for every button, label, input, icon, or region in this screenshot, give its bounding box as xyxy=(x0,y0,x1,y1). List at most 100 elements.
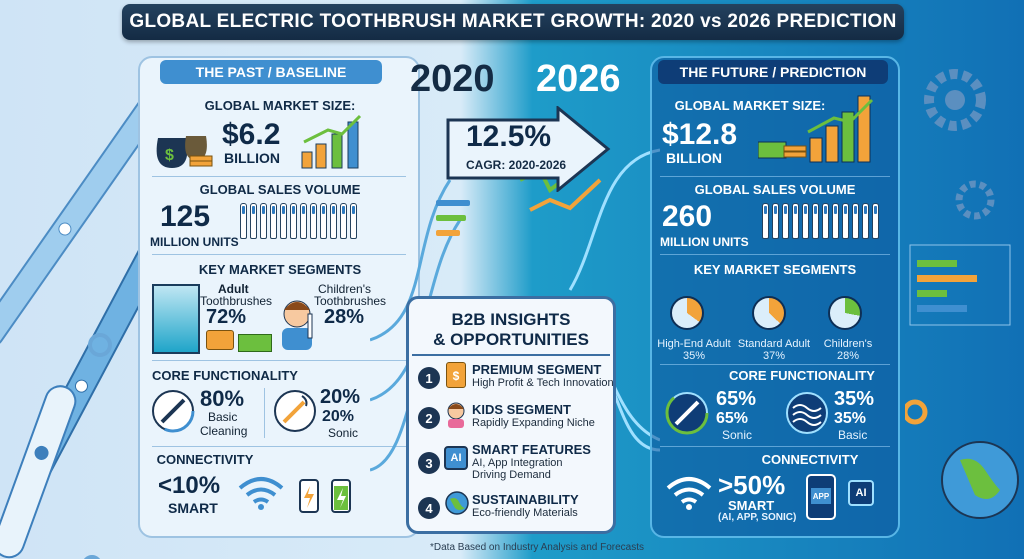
sales-volume-unit-2026: MILLION UNITS xyxy=(660,235,749,249)
core-functionality-label-2026: CORE FUNCTIONALITY xyxy=(729,368,875,383)
core-sonic-label-2026: Sonic xyxy=(722,428,753,442)
toothbrush-circle-icon xyxy=(151,389,195,433)
ai-chip-icon: AI xyxy=(848,480,874,506)
insight-sub-3b: Driving Demand xyxy=(472,469,551,481)
connectivity-unit-2020: SMART xyxy=(168,500,218,516)
market-size-label-2020: GLOBAL MARKET SIZE: xyxy=(204,98,356,113)
wifi-icon xyxy=(666,477,712,510)
background-toothbrush-illustration xyxy=(0,94,140,559)
pie-children-icon xyxy=(828,296,862,330)
market-size-label-2026: GLOBAL MARKET SIZE: xyxy=(674,98,826,113)
core-sonic-value-2020-b: 20% xyxy=(322,408,355,425)
segment-children-name: Children's xyxy=(823,338,873,350)
insight-number-2: 2 xyxy=(418,407,440,429)
segment-child-value: 28% xyxy=(324,306,365,328)
segment-high-end-name: High-End Adult xyxy=(657,338,731,350)
market-size-unit-2020: BILLION xyxy=(224,150,280,166)
insight-heading-2: KIDS SEGMENT xyxy=(472,402,571,417)
sonic-toothbrush-icon xyxy=(665,391,709,435)
page-title: GLOBAL ELECTRIC TOOTHBRUSH MARKET GROWTH… xyxy=(122,4,904,40)
insight-sub-1: High Profit & Tech Innovation xyxy=(472,377,614,389)
pie-high-end-adult-icon xyxy=(670,296,704,330)
sales-volume-unit-2020: MILLION UNITS xyxy=(150,235,239,249)
segment-child-label-1: Children's xyxy=(318,282,371,296)
core-basic-label-2: Cleaning xyxy=(200,424,248,438)
core-functionality-label-2020: CORE FUNCTIONALITY xyxy=(152,368,298,383)
sales-volume-label-2026: GLOBAL SALES VOLUME xyxy=(694,182,856,197)
child-icon xyxy=(282,300,313,350)
core-sonic-value-2026-b: 65% xyxy=(716,410,749,427)
core-sonic-value-2026-a: 65% xyxy=(716,388,757,410)
segment-child-label-2: Toothbrushes xyxy=(314,294,387,308)
gear-icon xyxy=(88,333,112,357)
insight-number-1: 1 xyxy=(418,367,440,389)
connectivity-sub-2026: (AI, APP, SONIC) xyxy=(718,512,797,523)
insight-sub-3a: AI, App Integration xyxy=(472,457,563,469)
connectivity-label-2026: CONNECTIVITY xyxy=(761,452,859,467)
connectivity-label-2020: CONNECTIVITY xyxy=(156,452,254,467)
wave-icon xyxy=(786,392,828,434)
sales-volume-value-2020: 125 xyxy=(160,200,211,233)
segment-adult-label-2: Toothbrushes xyxy=(200,294,273,308)
cagr-label: CAGR: 2020-2026 xyxy=(466,158,567,172)
connectivity-value-2020: <10% xyxy=(158,472,221,499)
svg-text:$: $ xyxy=(165,147,174,164)
insight-sub-2: Rapidly Expanding Niche xyxy=(472,417,595,429)
market-size-value-2026: $12.8 xyxy=(662,118,738,151)
core-sonic-label-2020: Sonic xyxy=(328,426,359,440)
app-label: APP xyxy=(811,488,831,504)
coins-icon xyxy=(206,330,234,350)
header-past: THE PAST / BASELINE xyxy=(160,60,382,84)
ai-chip-icon: AI xyxy=(444,446,468,470)
sales-volume-label-2020: GLOBAL SALES VOLUME xyxy=(199,182,361,197)
segment-children-value: 28% xyxy=(836,350,860,362)
segments-label-2026: KEY MARKET SEGMENTS xyxy=(693,262,857,277)
segment-standard-name: Standard Adult xyxy=(737,338,811,350)
growth-chart-icon xyxy=(301,114,362,169)
sonic-toothbrush-icon xyxy=(274,390,316,432)
footnote: *Data Based on Industry Analysis and For… xyxy=(430,542,645,553)
segment-bar-adult xyxy=(152,284,200,354)
background-right-decor xyxy=(905,69,1019,519)
insights-title-2: & OPPORTUNITIES xyxy=(433,330,589,349)
gear-icon xyxy=(924,69,986,131)
wifi-icon xyxy=(238,477,284,510)
core-sonic-value-2020-a: 20% xyxy=(320,386,361,408)
insights-title-1: B2B INSIGHTS xyxy=(451,310,571,329)
toothbrush-units-icon xyxy=(240,203,370,243)
insights-box xyxy=(406,296,616,534)
cagr-arrow xyxy=(446,106,611,192)
core-basic-value-2026-b: 35% xyxy=(834,410,867,427)
smartphone-icon: APP xyxy=(806,474,836,520)
market-size-unit-2026: BILLION xyxy=(666,150,722,166)
coins-icon: $ xyxy=(446,362,466,388)
insight-heading-1: PREMIUM SEGMENT xyxy=(472,362,602,377)
header-future: THE FUTURE / PREDICTION xyxy=(658,60,888,84)
insight-number-3: 3 xyxy=(418,452,440,474)
insight-heading-3: SMART FEATURES xyxy=(472,442,591,457)
child-icon xyxy=(447,402,465,428)
sales-volume-value-2026: 260 xyxy=(662,200,713,233)
segment-adult-value: 72% xyxy=(206,306,247,328)
segment-bar-child xyxy=(238,334,272,352)
battery-charging-icon xyxy=(299,479,351,513)
connectivity-unit-2026: SMART xyxy=(728,498,775,513)
connectivity-value-2026: >50% xyxy=(718,470,786,500)
pie-standard-adult-icon xyxy=(752,296,786,330)
core-basic-label-2026: Basic xyxy=(838,428,868,442)
toothbrush-units-icon xyxy=(762,203,892,243)
globe-icon xyxy=(445,491,469,515)
core-basic-value-2026-a: 35% xyxy=(834,388,875,410)
insight-heading-4: SUSTAINABILITY xyxy=(472,492,579,507)
year-2020: 2020 xyxy=(410,58,495,100)
core-basic-value-2020: 80% xyxy=(200,386,245,411)
segment-adult-label-1: Adult xyxy=(218,282,249,296)
segment-high-end-value: 35% xyxy=(682,350,706,362)
growth-chart-icon xyxy=(758,95,874,163)
segment-standard-value: 37% xyxy=(762,350,786,362)
core-basic-label-1: Basic xyxy=(208,410,238,424)
segments-label-2020: KEY MARKET SEGMENTS xyxy=(198,262,362,277)
year-2026: 2026 xyxy=(536,58,621,100)
insight-sub-4: Eco-friendly Materials xyxy=(472,507,578,519)
insight-number-4: 4 xyxy=(418,497,440,519)
